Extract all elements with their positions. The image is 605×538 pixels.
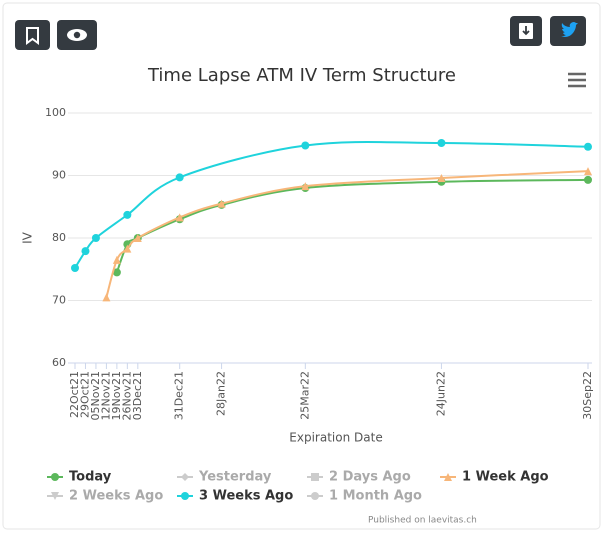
y-tick-label: 60 xyxy=(52,356,66,369)
legend-item[interactable]: Today xyxy=(47,470,112,485)
marker xyxy=(584,175,592,184)
menu-button[interactable] xyxy=(568,72,586,88)
marker xyxy=(175,173,184,182)
view-button[interactable] xyxy=(57,20,97,50)
legend-label: 3 Weeks Ago xyxy=(199,489,293,504)
x-axis-label: Expiration Date xyxy=(289,431,382,445)
legend-item[interactable]: 3 Weeks Ago xyxy=(177,489,293,504)
marker xyxy=(311,473,319,481)
y-axis-label: IV xyxy=(21,231,35,244)
x-tick-label: 05Nov21 xyxy=(89,371,102,420)
y-tick-label: 90 xyxy=(52,169,66,182)
legend-label: Yesterday xyxy=(198,470,272,485)
x-tick-label: 30Sep22 xyxy=(581,371,594,420)
download-button[interactable] xyxy=(510,16,542,46)
legend-label: 2 Weeks Ago xyxy=(69,489,163,504)
x-tick-label: 26Nov21 xyxy=(120,371,133,420)
legend-label: 1 Month Ago xyxy=(329,489,422,504)
legend-label: 1 Week Ago xyxy=(462,470,549,485)
x-tick-label: 25Mar22 xyxy=(298,371,311,420)
legend-item[interactable]: 2 Days Ago xyxy=(307,470,411,485)
x-tick-label: 12Nov21 xyxy=(99,371,112,420)
marker xyxy=(175,213,184,222)
legend-item[interactable]: 1 Month Ago xyxy=(307,489,422,504)
bookmark-button[interactable] xyxy=(15,20,50,50)
marker xyxy=(301,141,310,150)
marker xyxy=(51,492,59,500)
marker xyxy=(112,268,121,277)
y-tick-label: 70 xyxy=(52,294,66,307)
marker xyxy=(181,492,189,500)
marker xyxy=(437,139,446,147)
legend-label: Today xyxy=(69,470,112,485)
x-tick-label: 29Oct21 xyxy=(78,371,91,418)
y-tick-label: 100 xyxy=(45,106,66,119)
marker xyxy=(71,264,79,272)
marker xyxy=(444,473,452,481)
twitter-button[interactable] xyxy=(550,16,586,46)
marker xyxy=(123,210,132,219)
marker xyxy=(123,244,132,253)
legend-item[interactable]: 2 Weeks Ago xyxy=(47,489,163,504)
marker xyxy=(301,182,310,191)
x-tick-label: 24Jun22 xyxy=(434,371,447,416)
x-tick-label: 22Oct21 xyxy=(68,371,81,418)
legend-item[interactable]: Yesterday xyxy=(177,470,272,485)
legend-item[interactable]: 1 Week Ago xyxy=(440,470,549,485)
marker xyxy=(584,167,592,176)
marker xyxy=(311,492,319,500)
marker xyxy=(51,473,59,481)
x-tick-label: 03Dec21 xyxy=(131,371,144,420)
marker xyxy=(102,293,111,302)
marker xyxy=(584,142,592,151)
marker xyxy=(133,234,142,242)
x-tick-label: 28Jan22 xyxy=(215,371,228,416)
marker xyxy=(91,234,100,242)
marker xyxy=(181,473,189,481)
legend-label: 2 Days Ago xyxy=(329,470,411,485)
marker xyxy=(437,174,446,182)
x-tick-label: 31Dec21 xyxy=(173,371,186,420)
chart-title: Time Lapse ATM IV Term Structure xyxy=(147,65,456,86)
marker xyxy=(81,247,90,256)
marker xyxy=(217,199,226,208)
credits: Published on laevitas.ch xyxy=(368,516,477,526)
card xyxy=(2,2,601,530)
x-tick-label: 19Nov21 xyxy=(110,371,123,420)
marker xyxy=(112,255,121,264)
y-tick-label: 80 xyxy=(52,231,66,244)
